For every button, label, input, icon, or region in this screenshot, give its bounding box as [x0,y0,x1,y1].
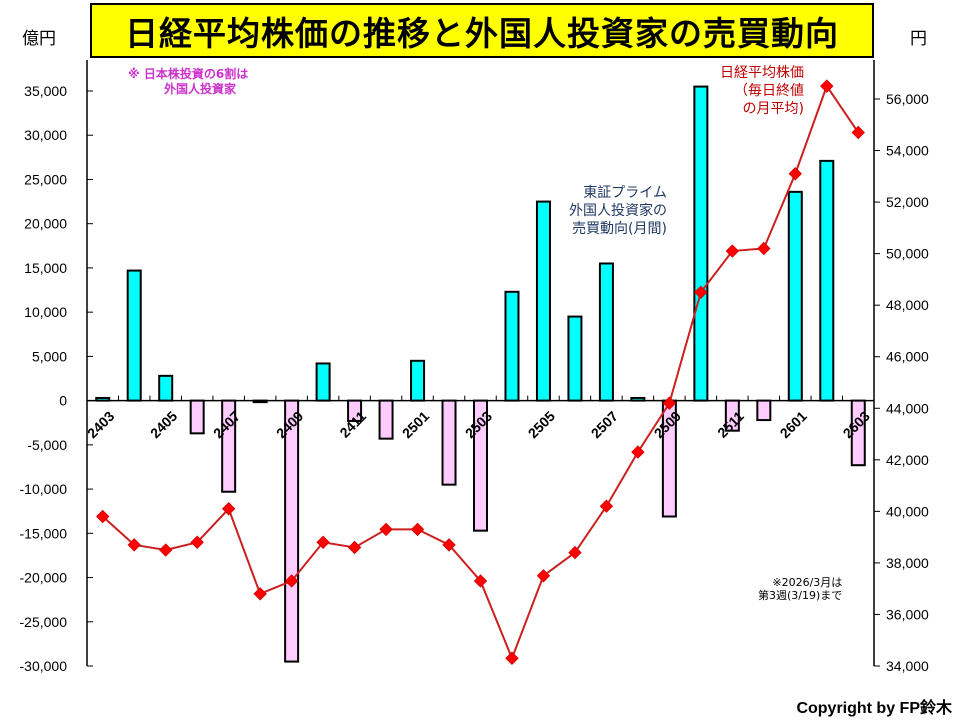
right-tick-label: 42,000 [886,452,929,468]
bar [504,290,520,402]
line-marker [316,535,330,549]
bar [567,315,583,402]
x-tick-label: 2405 [147,408,180,441]
right-tick-label: 48,000 [886,297,929,313]
line-marker [379,522,393,537]
line-marker [96,509,110,524]
left-tick-label: 10,000 [24,304,67,320]
bar [315,362,331,402]
right-tick-label: 44,000 [886,400,929,416]
bar [441,399,457,486]
right-tick-label: 46,000 [886,349,929,365]
line-marker [662,396,677,410]
right-tick-label: 36,000 [886,606,929,622]
left-tick-label: 25,000 [24,171,67,187]
nikkei-line [102,83,860,661]
line-marker [505,651,519,665]
line-marker [442,538,456,552]
right-tick-label: 34,000 [886,658,929,674]
bar [410,359,426,402]
left-tick-label: 35,000 [24,83,67,99]
right-tick-label: 38,000 [886,555,929,571]
bar [787,190,803,402]
x-tick-label: 2511 [714,408,747,441]
right-tick-label: 52,000 [886,194,929,210]
x-tick-label: 2403 [84,408,117,441]
line-series-label: 日経平均株価 （毎日終値 の月平均) [720,65,804,117]
x-tick-label: 2507 [588,408,621,441]
bar [598,262,614,402]
right-tick-label: 54,000 [886,143,929,159]
left-tick-label: -5,000 [27,437,67,453]
bar [378,399,394,440]
x-tick-label: 2501 [399,408,432,441]
line-marker [127,538,141,552]
left-tick-label: 5,000 [32,348,67,364]
bar [819,159,835,402]
line-marker [851,125,865,140]
right-tick-label: 50,000 [886,246,929,262]
left-tick-label: -20,000 [20,570,68,586]
right-tick-label: 56,000 [886,91,929,107]
bar [284,399,300,663]
bar [158,374,174,402]
chart-title: 日経平均株価の推移と外国人投資家の売買動向 [90,3,874,58]
right-axis-unit: 円 [910,29,927,49]
bar-series-label: 東証プライム 外国人投資家の 売買動向(月間) [569,185,667,237]
line-marker [631,445,645,459]
line-marker [190,535,204,549]
line-marker [788,167,803,181]
left-tick-label: 20,000 [24,216,67,232]
left-tick-label: 0 [59,393,67,409]
line-marker [473,574,488,588]
left-tick-label: -10,000 [20,481,68,497]
line-marker [568,545,582,560]
left-tick-label: 15,000 [24,260,67,276]
copyright: Copyright by FP鈴木 [796,700,952,717]
line-marker [820,79,834,93]
left-tick-label: -30,000 [20,658,68,674]
line-marker [221,502,236,516]
left-tick-label: -25,000 [20,614,68,630]
line-marker [253,587,267,601]
bar [693,85,709,402]
line-marker [536,569,551,583]
x-tick-label: 2505 [525,408,558,441]
line-marker [158,543,173,557]
bar [756,399,772,422]
bar [126,269,142,402]
line-marker [599,499,614,513]
line-marker [757,241,771,256]
left-tick-label: 30,000 [24,127,67,143]
line-marker [284,574,299,588]
line-marker [694,285,708,300]
left-tick-label: -15,000 [20,525,68,541]
share-note: ※ 日本株投資の6割は 外国人投資家 [128,67,249,96]
left-axis-unit: 億円 [22,29,56,49]
bar [535,200,551,402]
period-note: ※2026/3月は 第3週(3/19)まで [758,576,843,602]
right-tick-label: 40,000 [886,503,929,519]
line-marker [410,522,425,537]
x-tick-label: 2601 [777,408,810,441]
bar [189,399,205,435]
line-marker [347,540,362,555]
line-marker [725,244,740,258]
x-tick-label: 2411 [336,408,369,441]
